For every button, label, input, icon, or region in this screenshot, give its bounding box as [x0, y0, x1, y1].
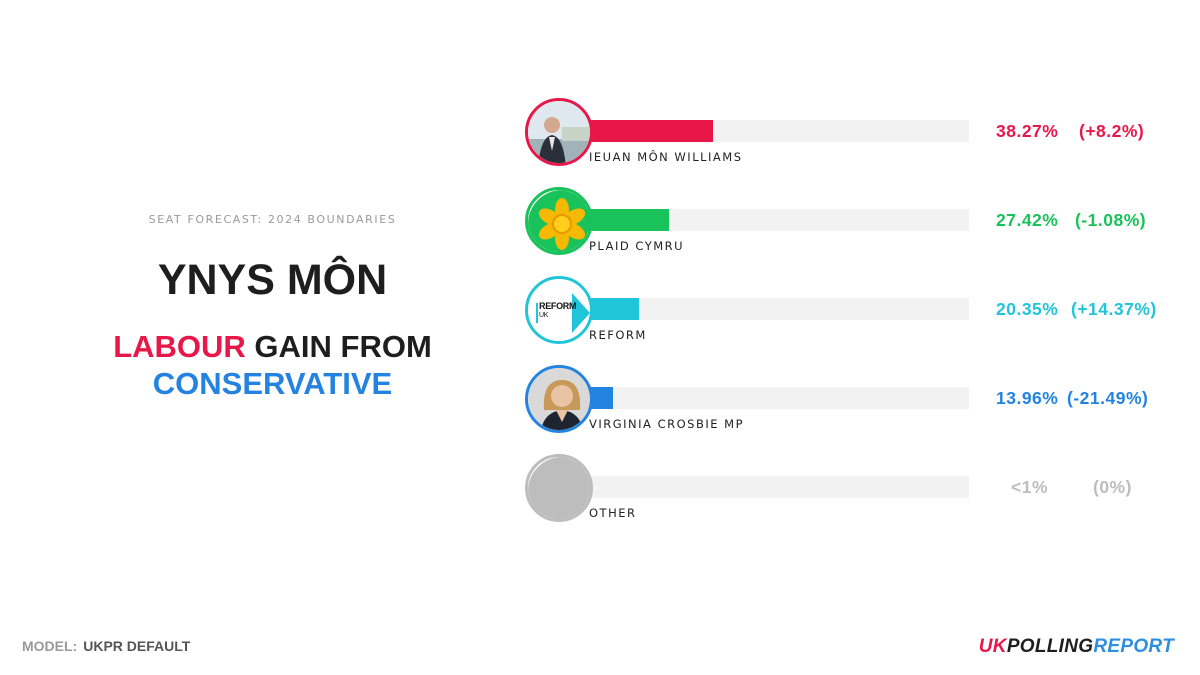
change-label: (+14.37%): [1071, 299, 1157, 319]
brand-part-polling: POLLING: [1006, 636, 1094, 657]
bar-track: [555, 209, 969, 231]
seat-name: YNYS MÔN: [157, 256, 388, 304]
reform-uk-logo-icon: REFORM UK: [525, 276, 593, 344]
chart-row: OTHER <1% (0%): [525, 454, 1175, 522]
brand-part-uk: UK: [978, 636, 1007, 657]
category-label: OTHER: [589, 506, 637, 520]
brand-part-report: REPORT: [1093, 636, 1174, 657]
bar-track: [555, 298, 969, 320]
reform-logo-text: REFORM UK: [539, 301, 577, 320]
value-label: 13.96%: [996, 388, 1059, 408]
blank-circle-icon: [525, 454, 593, 522]
category-label: VIRGINIA CROSBIE MP: [589, 417, 744, 431]
loser-party: CONSERVATIVE: [152, 366, 393, 401]
winner-party: LABOUR: [113, 329, 246, 364]
category-label: PLAID CYMRU: [589, 239, 685, 253]
candidate-photo-icon: [525, 98, 593, 166]
change-label: (0%): [1093, 477, 1132, 497]
brand-logo: UKPOLLINGREPORT: [979, 636, 1174, 658]
value-label: 38.27%: [996, 121, 1059, 141]
model-info: MODEL: UKPR DEFAULT: [22, 638, 190, 654]
candidate-photo-icon: [525, 365, 593, 433]
chart-row: VIRGINIA CROSBIE MP 13.96% (-21.49%): [525, 365, 1175, 433]
change-label: (-1.08%): [1075, 210, 1147, 230]
gain-text: GAIN FROM: [254, 329, 432, 364]
result-headline: LABOUR GAIN FROM CONSERVATIVE: [0, 328, 545, 402]
model-label: MODEL:: [22, 638, 78, 654]
model-value: UKPR DEFAULT: [83, 638, 191, 654]
chart-row: REFORM UK REFORM 20.35% (+14.37%): [525, 276, 1175, 344]
change-label: (-21.49%): [1067, 388, 1149, 408]
value-label: <1%: [1011, 477, 1049, 497]
bar-track: [555, 387, 969, 409]
value-label: 20.35%: [996, 299, 1059, 319]
chart-row: IEUAN MÔN WILLIAMS 38.27% (+8.2%): [525, 98, 1175, 166]
bar: [555, 120, 714, 142]
category-label: IEUAN MÔN WILLIAMS: [589, 150, 743, 164]
category-label: REFORM: [589, 328, 647, 342]
bar-track: [555, 120, 969, 142]
value-label: 27.42%: [996, 210, 1059, 230]
daffodil-icon: [525, 187, 593, 255]
seat-panel: SEAT FORECAST: 2024 BOUNDARIES YNYS MÔN …: [0, 0, 545, 675]
change-label: (+8.2%): [1079, 121, 1145, 141]
seat-forecast-label: SEAT FORECAST: 2024 BOUNDARIES: [148, 213, 397, 226]
chart-row: PLAID CYMRU 27.42% (-1.08%): [525, 187, 1175, 255]
bar-track: [555, 476, 969, 498]
